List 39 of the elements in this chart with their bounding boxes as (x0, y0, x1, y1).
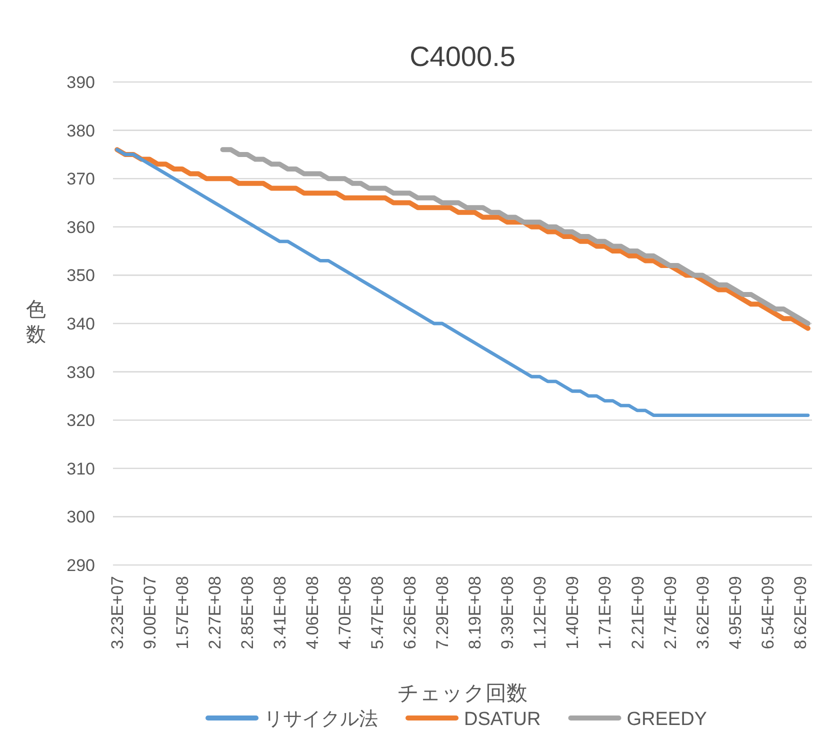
x-tick-label: 8.19E+08 (466, 576, 485, 650)
x-tick-label: 4.06E+08 (303, 576, 322, 650)
x-tick-label: 2.74E+09 (660, 576, 680, 650)
x-tick-label: 5.47E+08 (368, 576, 388, 650)
y-tick-label: 360 (66, 218, 95, 237)
y-tick-label: 310 (66, 459, 95, 478)
y-tick-label: 330 (66, 362, 95, 382)
x-tick-label: 4.70E+08 (336, 576, 355, 650)
y-tick-label: 340 (66, 314, 95, 334)
y-tick-label: 300 (66, 508, 95, 527)
x-tick-label: 3.62E+09 (693, 576, 712, 650)
x-tick-label: 2.21E+09 (628, 576, 648, 650)
x-tick-label: 1.71E+09 (596, 576, 615, 650)
y-tick-label: 350 (66, 266, 95, 286)
y-tick-label: 320 (66, 411, 95, 430)
chart-title: C4000.5 (410, 41, 516, 72)
x-tick-label: 3.41E+08 (270, 576, 290, 650)
x-tick-label: 9.39E+08 (498, 576, 518, 650)
x-tick-label: 6.26E+08 (400, 576, 420, 650)
legend-label: DSATUR (464, 709, 541, 730)
x-tick-label: 2.85E+08 (238, 576, 258, 650)
x-tick-label: 6.54E+09 (758, 576, 778, 650)
x-tick-label: 3.23E+07 (108, 576, 128, 650)
x-tick-label: 1.40E+09 (563, 576, 582, 650)
x-tick-label: 7.29E+08 (433, 576, 452, 650)
y-tick-label: 370 (66, 170, 95, 189)
y-tick-label: 390 (66, 73, 95, 92)
x-tick-label: 8.62E+09 (790, 576, 810, 650)
x-tick-label: 4.95E+09 (726, 576, 745, 650)
y-tick-label: 380 (66, 121, 95, 140)
x-tick-label: 9.00E+07 (140, 576, 160, 650)
x-axis-title: チェック回数 (398, 682, 528, 705)
x-tick-label: 1.57E+08 (173, 576, 192, 650)
y-axis-title: 色数 (26, 299, 46, 346)
y-tick-label: 290 (66, 556, 95, 575)
legend-label: GREEDY (626, 709, 708, 730)
x-tick-label: 1.12E+09 (530, 576, 550, 650)
legend-label: リサイクル法 (264, 709, 378, 730)
x-tick-label: 2.27E+08 (206, 576, 225, 650)
